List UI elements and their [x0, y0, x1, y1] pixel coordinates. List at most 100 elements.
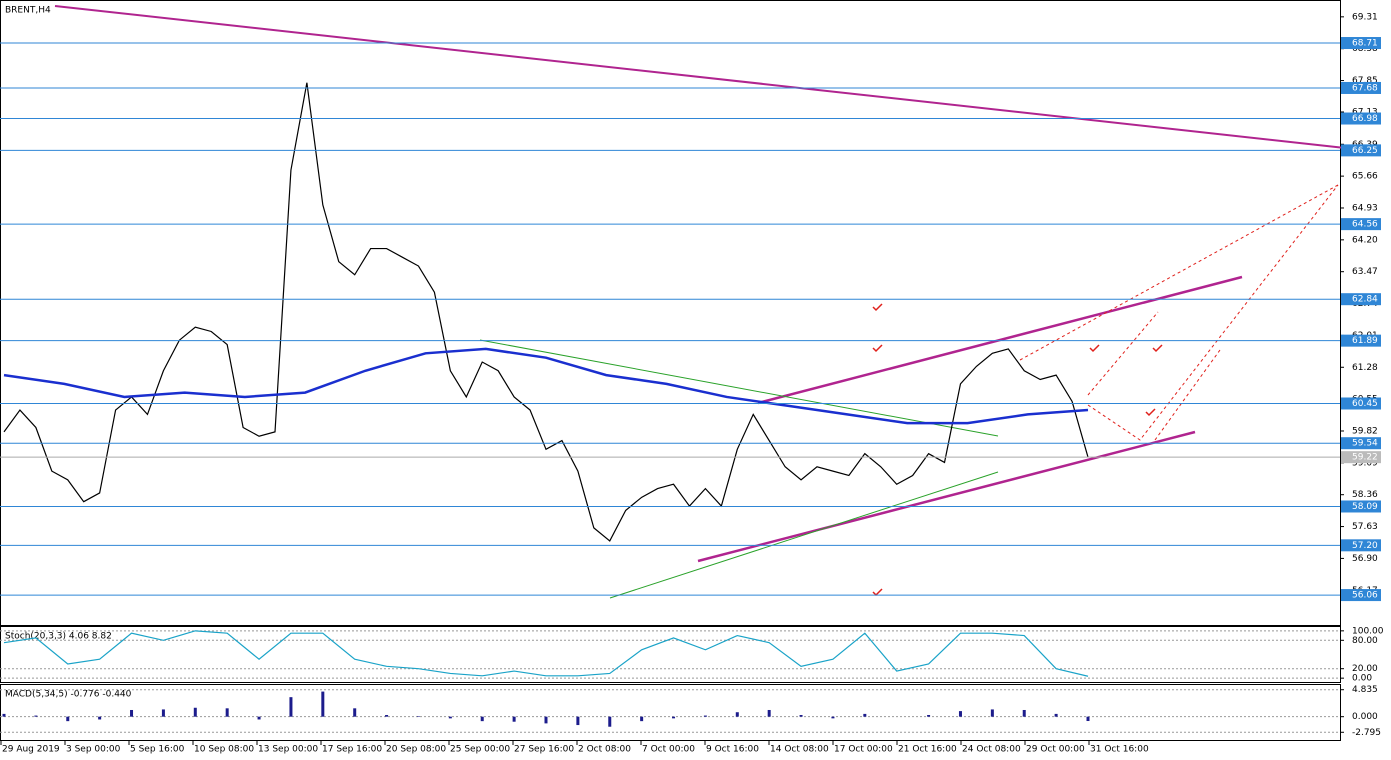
y-tick-label: 56.90	[1352, 554, 1378, 564]
x-tick-label: 27 Sep 16:00	[514, 745, 574, 755]
y-tick-label: 0.000	[1352, 712, 1378, 722]
level-label: 58.09	[1352, 502, 1378, 512]
macd-bar	[257, 716, 261, 720]
macd-bar	[735, 712, 739, 717]
check-marks	[872, 303, 1163, 597]
x-tick-label: 24 Oct 08:00	[962, 745, 1021, 755]
x-tick-label: 31 Oct 16:00	[1090, 745, 1149, 755]
main-frame	[0, 0, 1341, 626]
level-tag	[1341, 589, 1381, 602]
level-label: 60.45	[1352, 399, 1378, 409]
forecast-arrow	[1087, 311, 1159, 396]
macd-bar	[161, 709, 165, 717]
macd-frame	[0, 684, 1341, 741]
y-tick-label: 68.58	[1352, 44, 1378, 54]
y-tick-label: 57.63	[1352, 522, 1378, 532]
macd-bar	[130, 709, 134, 717]
level-label: 66.98	[1352, 114, 1378, 124]
macd-bar	[958, 711, 962, 717]
price-line	[3, 347, 1089, 425]
macd-bar	[640, 716, 644, 722]
trendline	[697, 430, 1196, 563]
y-tick-label: 0.00	[1352, 674, 1372, 684]
y-tick-label: 67.13	[1352, 107, 1378, 117]
x-tick-label: 10 Sep 08:00	[194, 745, 254, 755]
y-tick-label: 4.835	[1352, 685, 1378, 695]
macd-bar	[990, 709, 994, 717]
x-tick-label: 9 Oct 16:00	[706, 745, 759, 755]
level-tag	[1341, 293, 1381, 306]
macd-bar	[34, 715, 38, 717]
y-tick-label: 20.00	[1352, 664, 1378, 674]
macd-bar	[2, 713, 6, 717]
macd-bar	[799, 715, 803, 717]
x-tick-label: 17 Oct 00:00	[834, 745, 893, 755]
y-tick-label: 58.36	[1352, 490, 1378, 500]
x-tick-label: 14 Oct 08:00	[770, 745, 829, 755]
x-tick-label: 3 Sep 00:00	[66, 745, 121, 755]
macd-bar	[321, 691, 325, 717]
panel-title: MACD(5,34,5) -0.776 -0.440	[5, 690, 132, 700]
level-label: 59.54	[1352, 439, 1378, 449]
trendline	[54, 5, 1346, 149]
macd-bar	[225, 708, 229, 717]
level-label: 61.89	[1352, 336, 1378, 346]
forecast-arrow	[1019, 184, 1339, 361]
forecast-arrow	[1154, 349, 1221, 441]
stoch-frame	[0, 626, 1341, 683]
macd-bar	[831, 716, 835, 719]
y-tick-label: 69.31	[1352, 12, 1378, 22]
x-tick-label: 29 Aug 2019	[2, 745, 60, 755]
level-tag	[1341, 539, 1381, 552]
trendline	[757, 275, 1243, 405]
y-tick-label: 64.20	[1352, 235, 1378, 245]
forecast-arrow	[1087, 184, 1339, 441]
macd-bar	[289, 697, 293, 717]
level-tag	[1341, 437, 1381, 450]
y-tick-label: 80.00	[1352, 636, 1378, 646]
level-tag	[1341, 334, 1381, 347]
macd-bar	[385, 715, 389, 717]
y-tick-label: -2.795	[1352, 728, 1381, 738]
level-tag	[1341, 112, 1381, 125]
level-tag	[1341, 37, 1381, 50]
x-tick-label: 13 Sep 00:00	[258, 745, 318, 755]
macd-bar	[448, 716, 452, 719]
level-label: 62.84	[1352, 295, 1378, 305]
x-tick-label: 21 Oct 16:00	[898, 745, 957, 755]
x-tick-label: 20 Sep 08:00	[386, 745, 446, 755]
macd-bar	[703, 715, 707, 717]
level-label: 56.06	[1352, 591, 1378, 601]
trendline	[479, 339, 999, 437]
macd-bar	[672, 716, 676, 719]
macd-bar	[767, 709, 771, 717]
x-tick-label: 17 Sep 16:00	[322, 745, 382, 755]
y-tick-label: 61.28	[1352, 363, 1378, 373]
level-label: 57.20	[1352, 541, 1378, 551]
price-line	[3, 82, 1089, 542]
level-label: 66.25	[1352, 146, 1378, 156]
price-line	[3, 630, 1089, 677]
macd-bar	[544, 716, 548, 724]
level-tag	[1341, 144, 1381, 157]
y-tick-label: 64.93	[1352, 203, 1378, 213]
macd-bar	[66, 716, 70, 722]
level-label: 64.56	[1352, 220, 1378, 230]
macd-bar	[576, 716, 580, 726]
current-price-label: 59.22	[1352, 453, 1378, 463]
trendline	[609, 471, 999, 599]
macd-bar	[1022, 709, 1026, 717]
level-tag	[1341, 218, 1381, 231]
x-tick-label: 7 Oct 00:00	[642, 745, 695, 755]
macd-bar	[512, 716, 516, 722]
macd-bar	[927, 715, 931, 717]
level-label: 68.71	[1352, 39, 1378, 49]
macd-bar	[1054, 713, 1058, 717]
level-label: 67.68	[1352, 83, 1378, 93]
y-tick-label: 59.09	[1352, 458, 1378, 468]
macd-bar	[353, 708, 357, 717]
y-tick-label: 63.47	[1352, 267, 1378, 277]
level-tag	[1341, 500, 1381, 513]
macd-bar	[416, 716, 420, 717]
